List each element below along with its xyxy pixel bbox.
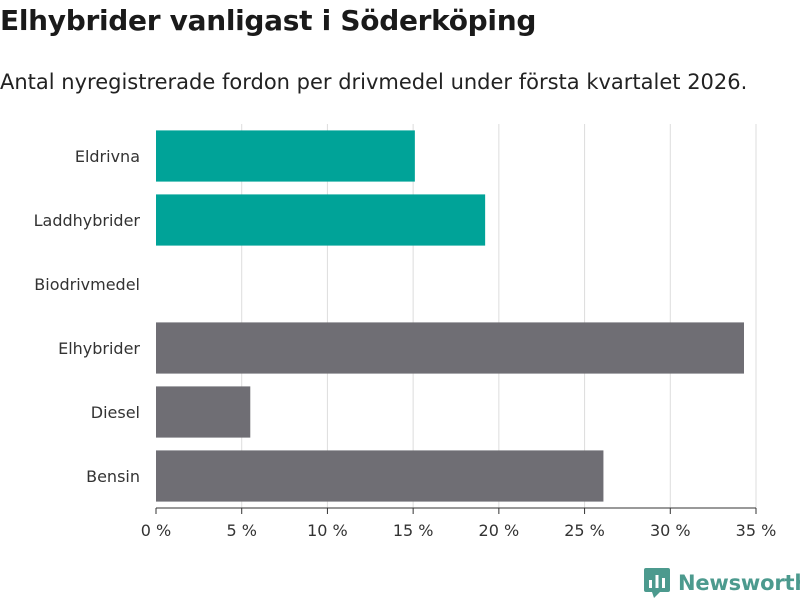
x-tick-label: 20 %	[479, 521, 520, 540]
bar-laddhybrider	[156, 194, 486, 246]
bar-eldrivna	[156, 130, 415, 182]
chart-subtitle: Antal nyregistrerade fordon per drivmede…	[0, 70, 748, 94]
category-label: Laddhybrider	[34, 211, 141, 230]
category-label: Biodrivmedel	[34, 275, 140, 294]
bar-elhybrider	[156, 322, 744, 374]
x-tick-label: 15 %	[393, 521, 434, 540]
x-tick-label: 10 %	[307, 521, 348, 540]
newsworthy-logo: Newsworthy	[644, 568, 800, 598]
chart-title: Elhybrider vanligast i Söderköping	[0, 4, 537, 37]
x-tick-label: 5 %	[226, 521, 256, 540]
x-tick-label: 35 %	[736, 521, 777, 540]
bar-bensin	[156, 450, 604, 502]
x-tick-label: 30 %	[650, 521, 691, 540]
category-label: Eldrivna	[75, 147, 140, 166]
x-tick-label: 25 %	[564, 521, 605, 540]
category-label: Diesel	[91, 403, 140, 422]
category-label: Bensin	[86, 467, 140, 486]
newsworthy-logo-text: Newsworthy	[678, 571, 800, 595]
x-tick-label: 0 %	[141, 521, 171, 540]
bar-diesel	[156, 386, 251, 438]
category-label: Elhybrider	[58, 339, 140, 358]
newsworthy-logo-icon	[644, 568, 670, 598]
